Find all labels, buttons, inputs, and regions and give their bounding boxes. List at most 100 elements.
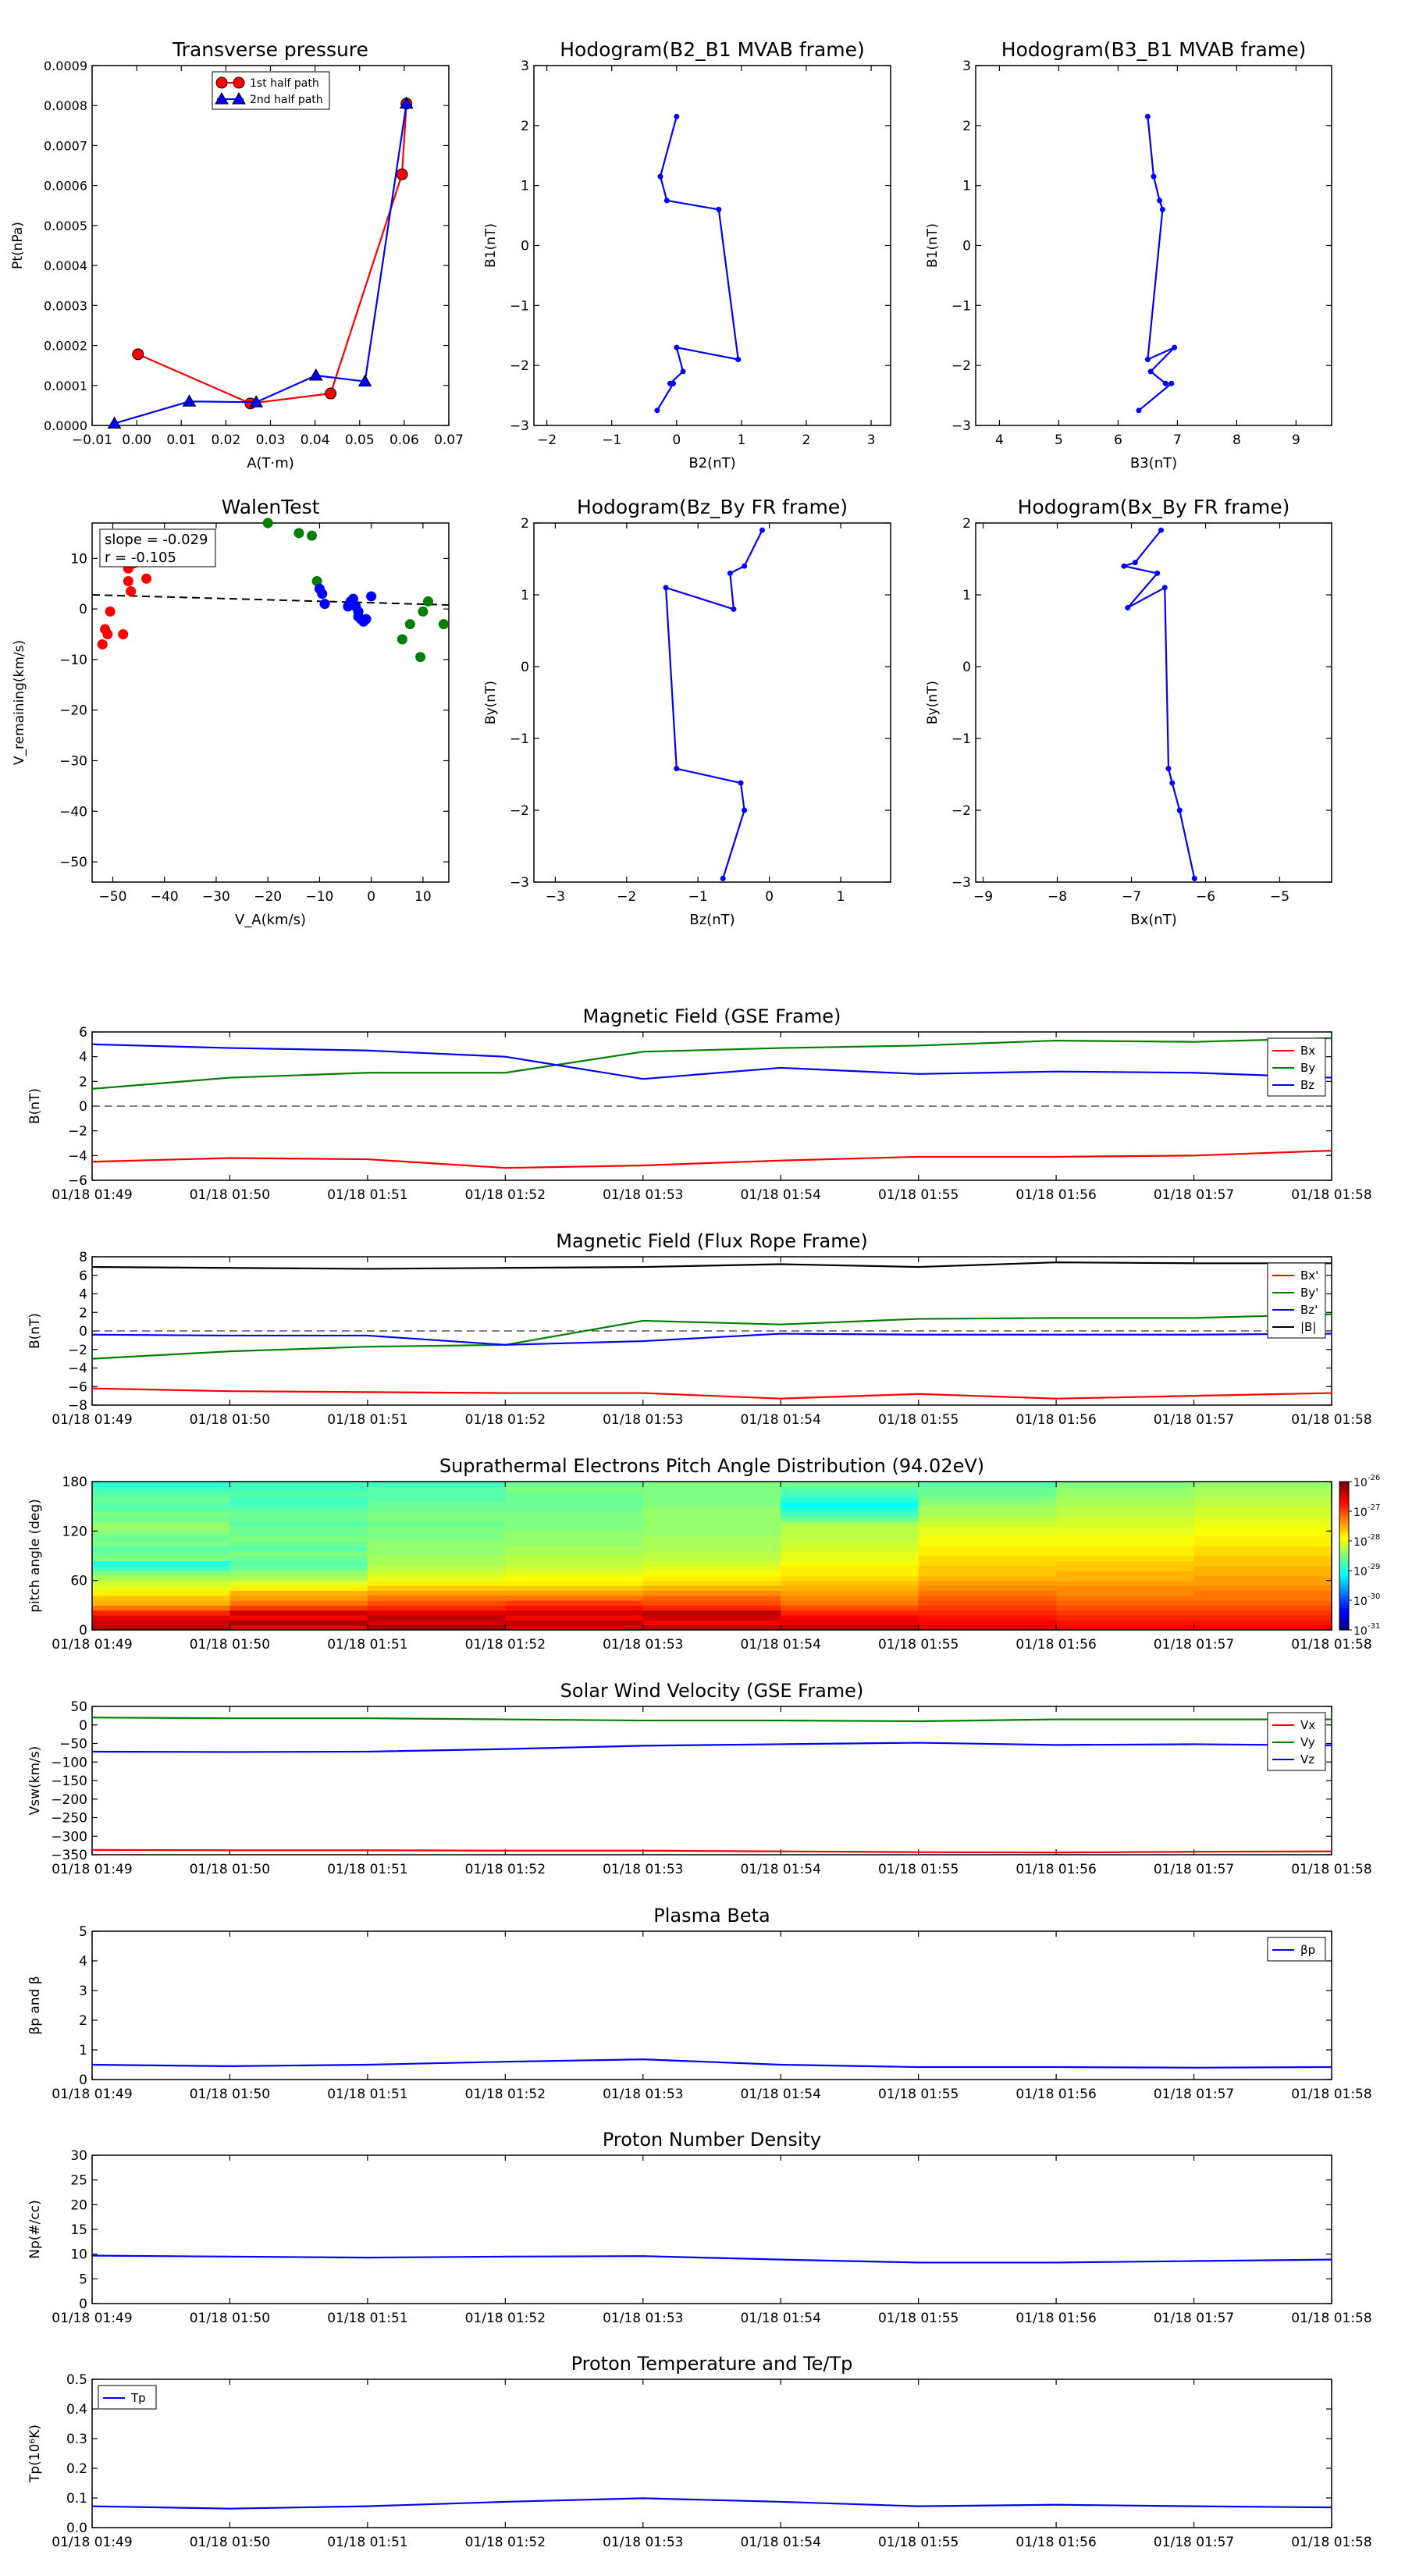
heatmap-cell xyxy=(367,1486,506,1493)
heatmap-cell xyxy=(367,1511,506,1517)
heatmap-cell xyxy=(229,1565,368,1571)
heatmap-cell xyxy=(781,1516,919,1522)
heatmap-cell xyxy=(367,1506,506,1512)
point-marker xyxy=(1161,585,1168,591)
y-tick-label: −2 xyxy=(68,1124,87,1140)
y-tick-label: 6 xyxy=(79,1025,87,1041)
time-tick-label: 01/18 01:58 xyxy=(1291,1412,1371,1428)
heatmap-cell xyxy=(1193,1511,1332,1517)
heatmap-cell xyxy=(92,1531,231,1537)
y-tick-label: 0.0003 xyxy=(44,298,87,313)
point-marker xyxy=(1121,563,1127,569)
heatmap-cell xyxy=(1056,1535,1195,1542)
heatmap-cell xyxy=(1056,1571,1195,1576)
heatmap-cell xyxy=(505,1624,644,1631)
y-tick-label: 30 xyxy=(70,2148,87,2164)
point-marker xyxy=(742,563,748,569)
heatmap-cell xyxy=(92,1550,231,1557)
heatmap-cell xyxy=(92,1571,231,1576)
chart-title: Magnetic Field (GSE Frame) xyxy=(583,1005,841,1027)
heatmap-cell xyxy=(367,1535,506,1542)
x-tick-label: −2 xyxy=(617,889,636,905)
time-tick-label: 01/18 01:56 xyxy=(1016,2311,1096,2326)
heatmap-cell xyxy=(92,1556,231,1561)
colorbar-cell xyxy=(1339,1580,1349,1584)
heatmap-cell xyxy=(781,1526,919,1532)
x-tick-label: 0.06 xyxy=(389,432,419,448)
y-tick-label: 2 xyxy=(521,119,529,134)
y-tick-label: −250 xyxy=(51,1811,87,1827)
colorbar-cell xyxy=(1339,1565,1349,1569)
colorbar-cell xyxy=(1339,1585,1349,1589)
heatmap-cell xyxy=(781,1605,919,1611)
point-marker xyxy=(742,807,748,813)
heatmap-cell xyxy=(642,1550,781,1557)
colorbar-cell xyxy=(1339,1624,1349,1628)
y-tick-label: 1 xyxy=(962,588,971,603)
time-tick-label: 01/18 01:49 xyxy=(52,1187,132,1203)
heatmap-cell xyxy=(92,1501,231,1507)
heatmap-cell xyxy=(92,1541,231,1546)
heatmap-cell xyxy=(1056,1501,1195,1507)
heatmap-cell xyxy=(92,1590,231,1596)
x-axis-label: A(T·m) xyxy=(247,455,294,471)
heatmap-cell xyxy=(92,1516,231,1522)
x-axis-label: V_A(km/s) xyxy=(235,912,306,928)
point-marker xyxy=(215,76,228,89)
y-tick-label: −1 xyxy=(951,298,971,314)
y-tick-label: −30 xyxy=(59,754,87,770)
y-tick-label: 60 xyxy=(70,1574,87,1589)
legend-label: Vz xyxy=(1300,1752,1314,1767)
heatmap-cell xyxy=(918,1491,1057,1497)
colorbar-tick-label: 10 xyxy=(1353,1596,1368,1608)
time-tick-label: 01/18 01:56 xyxy=(1016,1637,1096,1653)
fit-slope-text: slope = -0.029 xyxy=(105,532,208,548)
time-tick-label: 01/18 01:50 xyxy=(190,1862,270,1877)
y-axis-label: By(nT) xyxy=(925,681,941,724)
heatmap-cell xyxy=(1193,1595,1332,1601)
heatmap-cell xyxy=(781,1511,919,1517)
heatmap-cell xyxy=(918,1624,1057,1631)
heatmap-cell xyxy=(92,1560,231,1567)
y-tick-label: −1 xyxy=(951,731,971,747)
heatmap-cell xyxy=(1056,1580,1195,1586)
y-tick-label: −2 xyxy=(68,1343,87,1358)
heatmap-cell xyxy=(1056,1585,1195,1591)
point-marker xyxy=(1144,356,1151,362)
x-tick-label: 0.07 xyxy=(434,432,464,448)
heatmap-cell xyxy=(781,1546,919,1552)
heatmap-cell xyxy=(367,1575,506,1582)
heatmap-cell xyxy=(505,1575,644,1582)
series-line xyxy=(91,1717,1332,1723)
heatmap-cell xyxy=(781,1501,919,1507)
chart-tp: Transverse pressure 0.0000 0.0001 0.0002 0.0… xyxy=(10,38,464,471)
legend-label: Tp xyxy=(130,2391,146,2405)
heatmap-cell xyxy=(367,1600,506,1606)
heatmap-cell xyxy=(642,1600,781,1606)
chart-title: Suprathermal Electrons Pitch Angle Distr… xyxy=(439,1455,984,1477)
colorbar-frame xyxy=(1339,1481,1350,1631)
heatmap-cell xyxy=(229,1595,368,1601)
heatmap-cell xyxy=(781,1521,919,1527)
heatmap-cell xyxy=(505,1560,644,1567)
point-marker xyxy=(735,356,742,362)
y-tick-label: 0 xyxy=(962,239,971,254)
heatmap-cell xyxy=(642,1535,781,1542)
legend-label: By xyxy=(1300,1061,1315,1075)
point-marker xyxy=(1132,560,1138,566)
heatmap-cell xyxy=(229,1496,368,1502)
colorbar-cell xyxy=(1339,1533,1349,1537)
heatmap-cell xyxy=(1056,1615,1195,1621)
colorbar-cell xyxy=(1339,1531,1349,1535)
heatmap-cell xyxy=(1193,1571,1332,1576)
colorbar-cell xyxy=(1339,1556,1349,1559)
heatmap-cell xyxy=(918,1516,1057,1522)
heatmap-cell xyxy=(642,1516,781,1522)
time-tick-label: 01/18 01:52 xyxy=(465,1412,546,1428)
x-tick-label: 1 xyxy=(737,432,745,448)
time-tick-label: 01/18 01:56 xyxy=(1016,2087,1096,2102)
y-tick-label: 0 xyxy=(79,1718,87,1734)
heatmap-cell xyxy=(918,1595,1057,1601)
y-tick-label: 0.0008 xyxy=(44,98,87,113)
heatmap-cell xyxy=(642,1482,781,1487)
